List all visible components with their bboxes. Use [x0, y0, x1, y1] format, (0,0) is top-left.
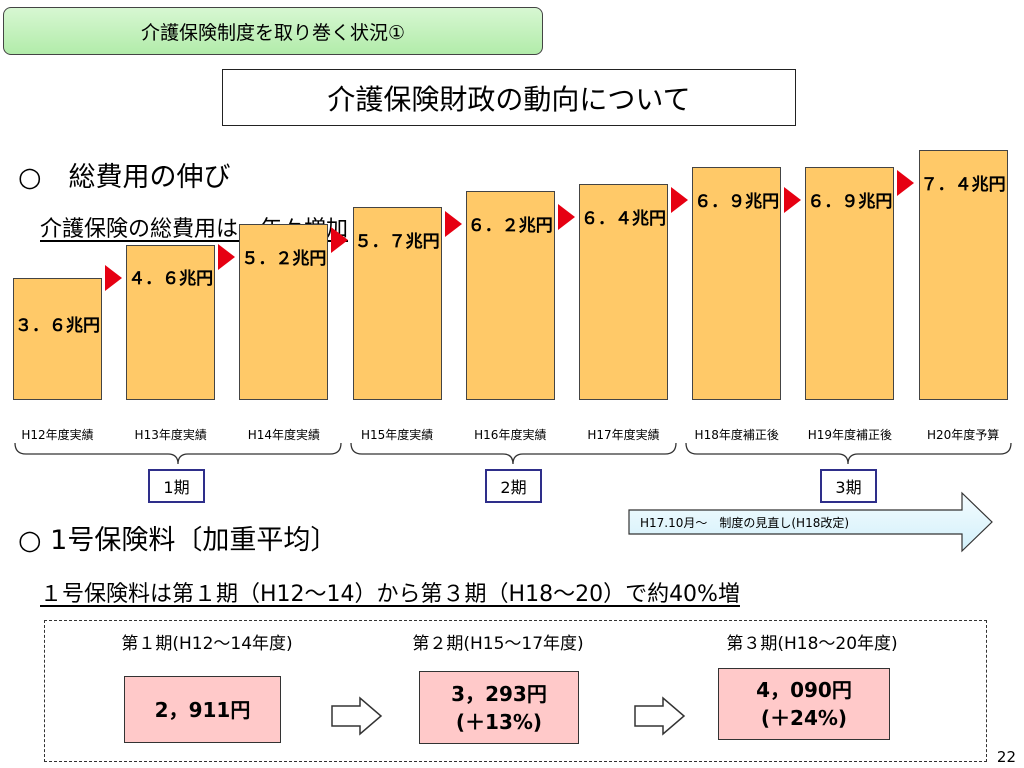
chart-data-label: ４．６兆円 [128, 268, 214, 289]
chart-bar: ７．４兆円 [918, 150, 1008, 400]
chart-x-tick-label: H20年度予算 [926, 428, 1000, 442]
chart-x-tick-label: H12年度実績 [21, 428, 94, 442]
premium-period-2: 第２期(H15～17年度) [412, 634, 584, 654]
premium-amount-1: 2，911円 [154, 697, 251, 722]
chart-data-label: ６．２兆円 [467, 215, 553, 236]
chart-bar: ４．６兆円 [126, 244, 216, 400]
period-box-1: 1期 [148, 469, 205, 503]
right-arrow-icon [331, 696, 383, 736]
red-arrow-icon [218, 244, 236, 271]
premium-period-3: 第３期(H18～20年度) [726, 634, 898, 654]
chart-data-label: ５．２兆円 [241, 249, 327, 270]
chart-data-label: ６．４兆円 [581, 208, 666, 229]
chart-x-tick-label: H13年度実績 [134, 428, 207, 442]
chart-data-label: ６．９兆円 [807, 191, 893, 212]
chart-bar: ６．９兆円 [805, 166, 895, 400]
chart-x-tick-label: H16年度実績 [474, 428, 547, 442]
section-heading-premium: ○ 1号保険料〔加重平均〕 [18, 525, 338, 556]
section-subheading-premium: １号保険料は第１期（H12～14）から第３期（H18～20）で約40%増 [40, 582, 740, 607]
red-arrow-icon [897, 170, 915, 196]
chart-data-label: ７．４兆円 [920, 175, 1006, 195]
premium-box-1: 2，911円 [124, 676, 281, 743]
brace-period-2 [350, 442, 677, 465]
premium-change-3: (＋24%) [760, 706, 848, 730]
page-title: 介護保険財政の動向について [222, 69, 796, 126]
chart-x-tick-label: H17年度実績 [587, 428, 660, 442]
chart-bar: ３．６兆円 [13, 278, 102, 400]
red-arrow-icon [105, 264, 122, 291]
red-arrow-icon [784, 186, 802, 213]
chart-x-tick-label: H15年度実績 [360, 428, 434, 442]
premium-amount-3: 4，090円 [756, 678, 852, 702]
premium-change-2: (＋13%) [455, 709, 543, 734]
premium-amount-2: 3，293円 [451, 681, 547, 706]
chart-x-tick-label: H18年度補正後 [694, 428, 779, 442]
chart-bar: ６．２兆円 [465, 190, 555, 400]
period-braces [14, 442, 1012, 465]
brace-period-1 [14, 442, 342, 465]
premium-box-2: 3，293円 (＋13%) [419, 671, 579, 744]
chart-x-tick-label: H14年度実績 [247, 428, 321, 442]
premium-comparison-box [44, 620, 987, 762]
red-arrow-icon [444, 210, 462, 237]
brace-period-3 [685, 442, 1012, 465]
chart-data-label: ５．７兆円 [354, 232, 440, 253]
chart-bar: ５．７兆円 [352, 207, 442, 400]
chart-bar: ６．４兆円 [579, 183, 668, 400]
chart-bar: ５．２兆円 [239, 224, 329, 400]
header-tab: 介護保険制度を取り巻く状況① [3, 7, 543, 55]
red-arrow-icon [671, 186, 688, 213]
revision-arrow-label: H17.10月～ 制度の見直し(H18改定) [640, 516, 850, 530]
premium-period-1: 第１期(H12～14年度) [121, 634, 293, 654]
revision-arrow [628, 491, 993, 553]
premium-box-3: 4，090円 (＋24%) [718, 668, 890, 740]
chart-x-tick-label: H19年度補正後 [807, 428, 893, 442]
chart-data-label: ３．６兆円 [15, 316, 100, 337]
red-arrow-icon [557, 203, 575, 230]
chart-bar: ６．９兆円 [692, 166, 782, 400]
page-number: 22 [996, 748, 1016, 766]
chart-data-label: ６．９兆円 [694, 191, 780, 212]
period-box-2: 2期 [485, 469, 542, 503]
red-arrow-icon [331, 227, 349, 254]
section-heading-total-cost: ○ 総費用の伸び [18, 162, 231, 193]
total-cost-chart: ３．６兆円 H12年度実績 ４．６兆円 H13年度実績 ５．２兆円 H14年度実績 ５．７兆… [13, 150, 1008, 442]
period-box-3: 3期 [820, 469, 877, 503]
right-arrow-icon [634, 696, 686, 736]
